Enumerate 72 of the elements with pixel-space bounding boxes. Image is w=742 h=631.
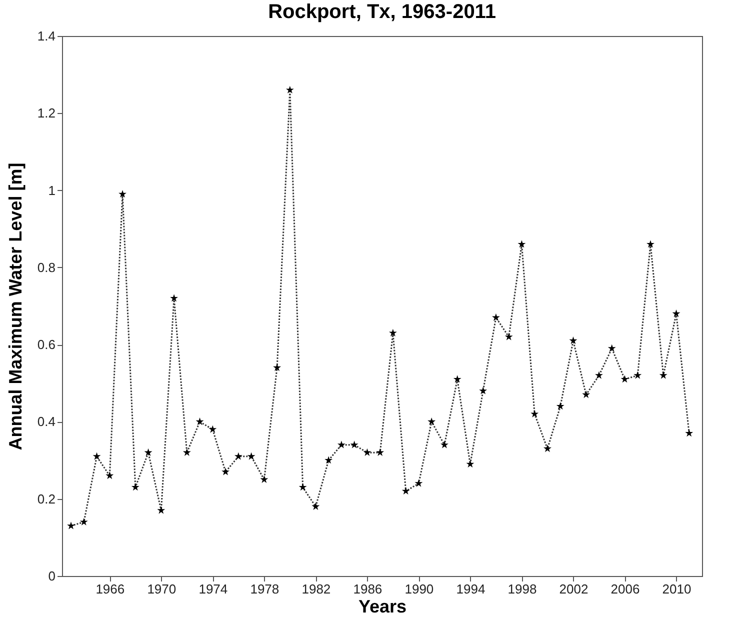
point (106, 472, 114, 480)
point (131, 483, 140, 491)
x-tick-label: 1990 (404, 582, 434, 596)
point (620, 375, 629, 383)
point (685, 429, 694, 437)
y-tick-label: 0.4 (37, 414, 56, 430)
x-tick-label: 1970 (147, 582, 176, 596)
point (530, 410, 539, 418)
x-axis-title: Years (358, 596, 407, 616)
point (273, 364, 282, 372)
point (402, 486, 410, 495)
x-tick-label: 1998 (508, 582, 537, 596)
point (337, 440, 346, 448)
point (324, 456, 333, 464)
y-tick-label: 1.4 (37, 28, 56, 44)
point (466, 460, 474, 468)
y-axis-title: Annual Maximum Water Level [m] (5, 162, 26, 450)
point (67, 522, 75, 530)
y-tick-label: 0.8 (37, 260, 56, 275)
point (363, 448, 372, 456)
point (672, 310, 680, 318)
point (569, 336, 578, 344)
point (208, 425, 217, 433)
point (595, 371, 603, 379)
point (286, 86, 294, 94)
point (608, 344, 616, 352)
point (144, 448, 152, 456)
y-tick-label: 0.6 (37, 337, 56, 352)
x-tick-label: 1986 (353, 582, 382, 596)
x-tick-label: 1974 (198, 582, 228, 596)
point (428, 418, 436, 426)
point (440, 440, 448, 448)
point (376, 448, 384, 456)
point (170, 294, 178, 302)
point (118, 190, 126, 198)
point (350, 440, 358, 448)
point (646, 240, 654, 248)
point (659, 371, 668, 379)
point (582, 390, 590, 398)
point (247, 452, 256, 460)
x-tick-label: 1982 (302, 582, 331, 596)
point (556, 402, 564, 410)
x-tick-label: 2006 (610, 582, 640, 596)
point (492, 313, 500, 321)
y-tick-label: 1.2 (37, 106, 56, 121)
point (80, 518, 88, 526)
chart-title: Rockport, Tx, 1963-2011 (268, 1, 496, 23)
x-tick-label: 2010 (662, 582, 692, 596)
point (196, 418, 204, 426)
point (260, 475, 268, 483)
point (479, 386, 488, 394)
point (543, 444, 552, 452)
x-tick-label: 1994 (456, 582, 486, 596)
point (388, 328, 397, 336)
point (634, 371, 642, 379)
point (222, 468, 230, 476)
y-tick-label: 0 (48, 568, 56, 584)
point (182, 448, 191, 456)
point (312, 502, 320, 510)
point (234, 452, 242, 460)
point (453, 375, 462, 383)
point (414, 479, 423, 487)
y-tick-label: 1 (48, 182, 56, 198)
y-tick-label: 0.2 (37, 491, 56, 506)
x-tick-label: 2002 (559, 582, 588, 596)
point (92, 452, 101, 460)
x-tick-label: 1966 (96, 582, 125, 596)
point (504, 332, 513, 340)
point (157, 506, 166, 514)
point (298, 483, 307, 491)
point (518, 240, 526, 248)
x-tick-label: 1978 (250, 582, 280, 596)
